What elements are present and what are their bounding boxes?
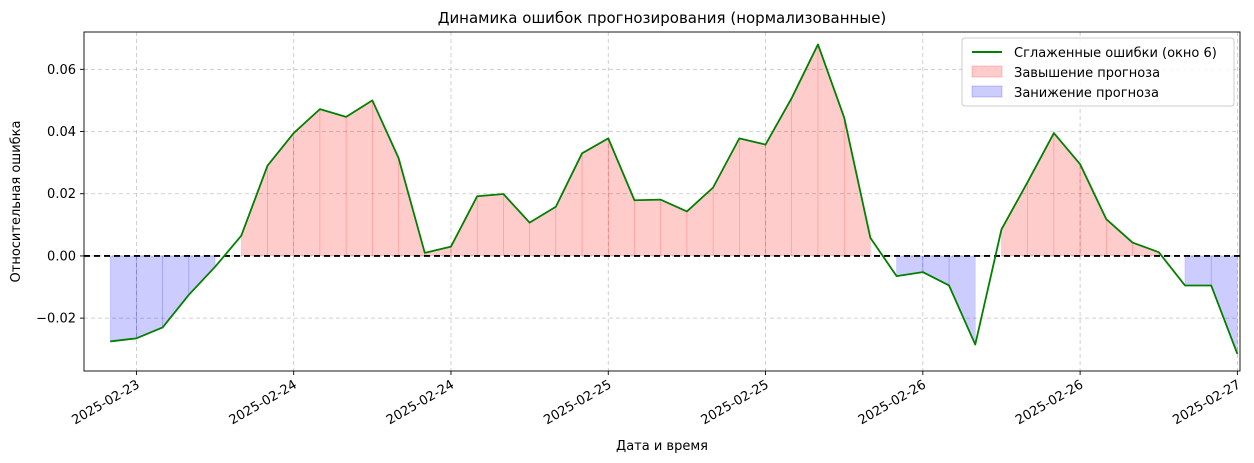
axes-frame (83, 31, 1241, 372)
legend-label-overestimate: Завышение прогноза (1014, 66, 1160, 81)
fill-underestimate-segment-37 (1184, 255, 1212, 286)
fill-overestimate-segment-6 (293, 108, 321, 257)
y-tick-label-3: 0.04 (47, 125, 76, 140)
fill-overestimate-segment-7 (319, 108, 347, 257)
legend-swatch-underestimate (971, 85, 1003, 98)
fill-regions (109, 44, 1238, 354)
y-axis-title: Относительная ошибка (9, 121, 24, 283)
series-line-smoothed-errors (110, 43, 1239, 355)
y-tick-label-1: 0.00 (47, 249, 76, 264)
x-axis-title: Дата и время (616, 439, 708, 454)
legend-label-underestimate: Занижение прогноза (1014, 86, 1159, 101)
series-lines (110, 43, 1239, 355)
legend: Сглаженные ошибки (окно 6) Завышение про… (961, 37, 1235, 107)
y-tick-label-4: 0.06 (47, 63, 76, 78)
fill-overestimate-segment-13 (476, 193, 504, 257)
fill-underestimate-segment-1 (136, 255, 163, 339)
fill-overestimate-segment-8 (345, 99, 373, 257)
legend-swatch-overestimate (971, 65, 1003, 78)
fill-overestimate-segment-23 (739, 138, 766, 257)
y-tick-label-0: −0.02 (36, 312, 76, 327)
legend-label-smoothed-errors: Сглаженные ошибки (окно 6) (1014, 46, 1217, 61)
fill-overestimate-segment-17 (581, 137, 609, 257)
fill-overestimate-segment-19 (634, 199, 661, 257)
legend-box (961, 37, 1235, 107)
fill-underestimate-segment-0 (109, 255, 137, 342)
y-tick-label-2: 0.02 (47, 187, 76, 202)
chart-title: Динамика ошибок прогнозирования (нормали… (438, 9, 887, 27)
